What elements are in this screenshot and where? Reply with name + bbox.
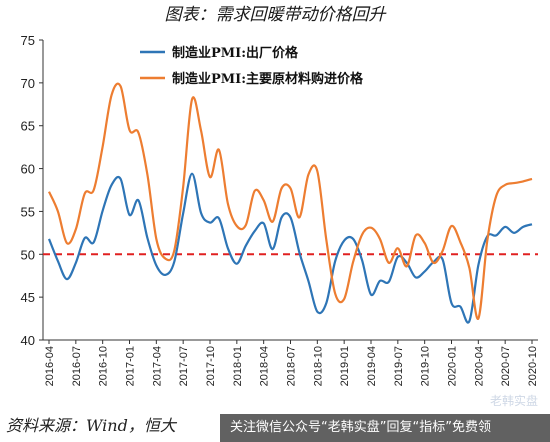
series-line-output-price bbox=[47, 172, 533, 324]
y-tick-label: 45 bbox=[21, 290, 35, 305]
x-tick-label: 2019-01 bbox=[339, 346, 351, 386]
legend-item-input-price: 制造业PMI:主要原材料购进价格 bbox=[140, 71, 364, 87]
x-tick-label: 2019-07 bbox=[393, 346, 405, 386]
y-tick-label: 60 bbox=[21, 162, 35, 177]
y-tick-label: 55 bbox=[21, 204, 35, 219]
legend-item-output-price: 制造业PMI:出厂价格 bbox=[140, 45, 299, 61]
x-tick-labels: 2016-04 2016-07 2016-10 2017-01 2017-04 2017-… bbox=[44, 346, 539, 386]
x-tick-label: 2020-01 bbox=[447, 346, 459, 386]
x-tick-label: 2016-07 bbox=[71, 346, 83, 386]
x-tick-label: 2016-04 bbox=[44, 346, 56, 386]
x-tick-label: 2017-07 bbox=[178, 346, 190, 386]
y-tick-label: 70 bbox=[21, 76, 35, 91]
legend-label: 制造业PMI:出厂价格 bbox=[172, 45, 299, 61]
axes bbox=[39, 39, 538, 344]
y-tick-label: 40 bbox=[21, 333, 35, 348]
x-tick-label: 2020-04 bbox=[473, 346, 485, 386]
y-tick-label: 50 bbox=[21, 247, 35, 262]
chart-title: 图表：需求回暖带动价格回升 bbox=[165, 5, 388, 25]
series-lines bbox=[47, 82, 533, 324]
x-tick-label: 2018-07 bbox=[286, 346, 298, 386]
x-tick-label: 2020-07 bbox=[500, 346, 512, 386]
watermark-banner: 关注微信公众号“老韩实盘”回复“指标”免费领 bbox=[220, 414, 550, 442]
y-tick-labels: 40 45 50 55 60 65 70 75 bbox=[21, 33, 35, 348]
x-tick-label: 2019-04 bbox=[366, 346, 378, 386]
x-tick-label: 2017-04 bbox=[151, 346, 163, 386]
series-line-input-price bbox=[47, 82, 533, 320]
footer: 资料来源：Wind，恒大 关注微信公众号“老韩实盘”回复“指标”免费领 老韩实盘 bbox=[0, 394, 550, 442]
source-note: 资料来源：Wind，恒大 bbox=[6, 416, 176, 435]
x-tick-label: 2016-10 bbox=[98, 346, 110, 386]
x-tick-label: 2018-10 bbox=[312, 346, 324, 386]
x-tick-label: 2018-04 bbox=[259, 346, 271, 386]
watermark-text: 关注微信公众号“老韩实盘”回复“指标”免费领 bbox=[230, 420, 491, 435]
x-tick-label: 2017-01 bbox=[125, 346, 137, 386]
x-tick-label: 2018-01 bbox=[232, 346, 244, 386]
x-tick-label: 2017-10 bbox=[205, 346, 217, 386]
x-tick-label: 2019-10 bbox=[420, 346, 432, 386]
legend-label: 制造业PMI:主要原材料购进价格 bbox=[172, 71, 364, 87]
y-tick-label: 65 bbox=[21, 119, 35, 134]
y-tick-label: 75 bbox=[21, 33, 35, 48]
watermark-logo: 老韩实盘 bbox=[489, 394, 538, 408]
x-tick-label: 2020-10 bbox=[527, 346, 539, 386]
